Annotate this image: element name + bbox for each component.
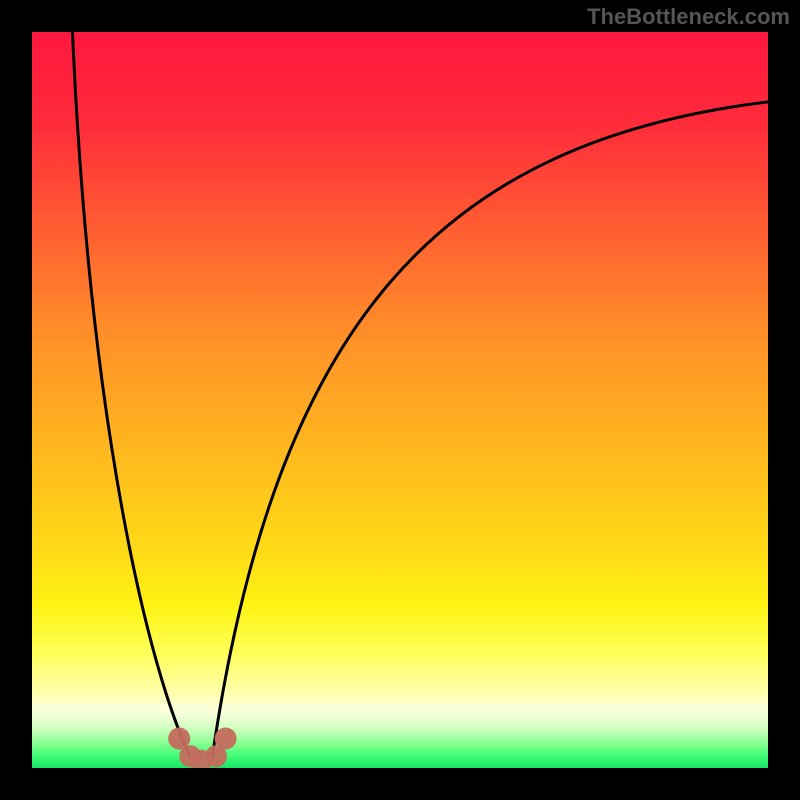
trough-marker-dot (215, 728, 237, 750)
curve-right-branch (212, 102, 768, 757)
curve-layer (32, 32, 768, 768)
watermark-text: TheBottleneck.com (587, 4, 790, 30)
plot-area (32, 32, 768, 768)
curve-left-branch (72, 32, 190, 757)
trough-markers (168, 728, 236, 768)
chart-container: TheBottleneck.com (0, 0, 800, 800)
